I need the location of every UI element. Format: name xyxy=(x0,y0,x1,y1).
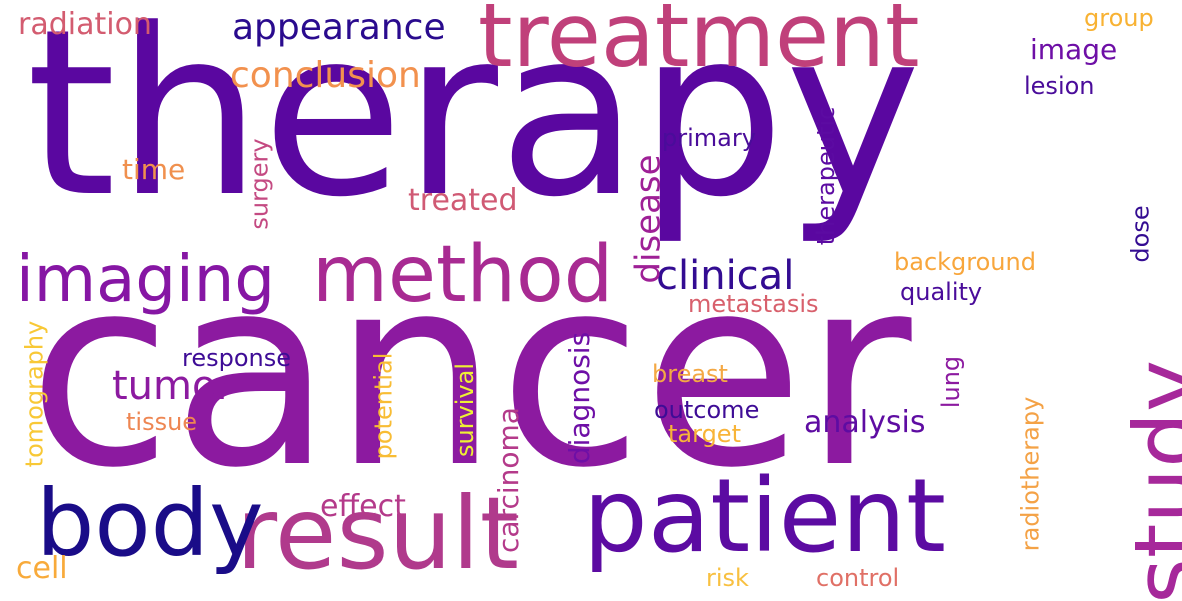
word-method: method xyxy=(312,230,614,320)
word-time: time xyxy=(122,153,186,186)
word-lesion: lesion xyxy=(1024,72,1095,100)
word-group: group xyxy=(1084,4,1154,32)
word-therapy: therapy xyxy=(26,0,922,248)
word-appearance: appearance xyxy=(232,7,446,48)
word-metastasis: metastasis xyxy=(688,290,819,318)
word-disease: disease xyxy=(628,154,669,284)
word-outcome: outcome xyxy=(654,396,760,424)
word-image: image xyxy=(1030,33,1118,66)
word-result: result xyxy=(236,475,519,592)
word-conclusion: conclusion xyxy=(230,55,421,96)
word-control: control xyxy=(816,564,900,592)
word-clinical: clinical xyxy=(656,253,795,299)
word-background: background xyxy=(894,248,1036,276)
word-lung: lung xyxy=(937,355,966,409)
word-cell: cell xyxy=(16,551,68,586)
word-carcinoma: carcinoma xyxy=(491,407,525,553)
word-treatment: treatment xyxy=(478,0,920,87)
word-surgery: surgery xyxy=(245,138,274,230)
word-radiation: radiation xyxy=(18,7,152,42)
word-tomography: tomography xyxy=(20,320,49,468)
word-risk: risk xyxy=(706,564,749,592)
word-cancer: cancer xyxy=(28,220,912,525)
word-imaging: imaging xyxy=(16,243,275,317)
word-dose: dose xyxy=(1126,205,1155,263)
word-study: study xyxy=(1115,359,1182,601)
word-therapeutic: therapeutic xyxy=(812,106,841,246)
word-treated: treated xyxy=(408,183,518,218)
word-tissue: tissue xyxy=(126,408,198,436)
word-target: target xyxy=(668,420,741,448)
word-survival: survival xyxy=(451,362,480,458)
word-response: response xyxy=(182,344,292,372)
word-patient: patient xyxy=(583,457,946,576)
word-primary: primary xyxy=(662,124,756,152)
word-breast: breast xyxy=(652,360,728,388)
word-diagnosis: diagnosis xyxy=(563,331,597,465)
word-potential: potential xyxy=(369,352,398,460)
word-radiotherapy: radiotherapy xyxy=(1016,396,1045,552)
word-body: body xyxy=(36,470,264,577)
word-analysis: analysis xyxy=(804,405,926,440)
word-quality: quality xyxy=(900,278,983,306)
word-tumor: tumor xyxy=(112,363,233,409)
word-effect: effect xyxy=(320,489,406,524)
